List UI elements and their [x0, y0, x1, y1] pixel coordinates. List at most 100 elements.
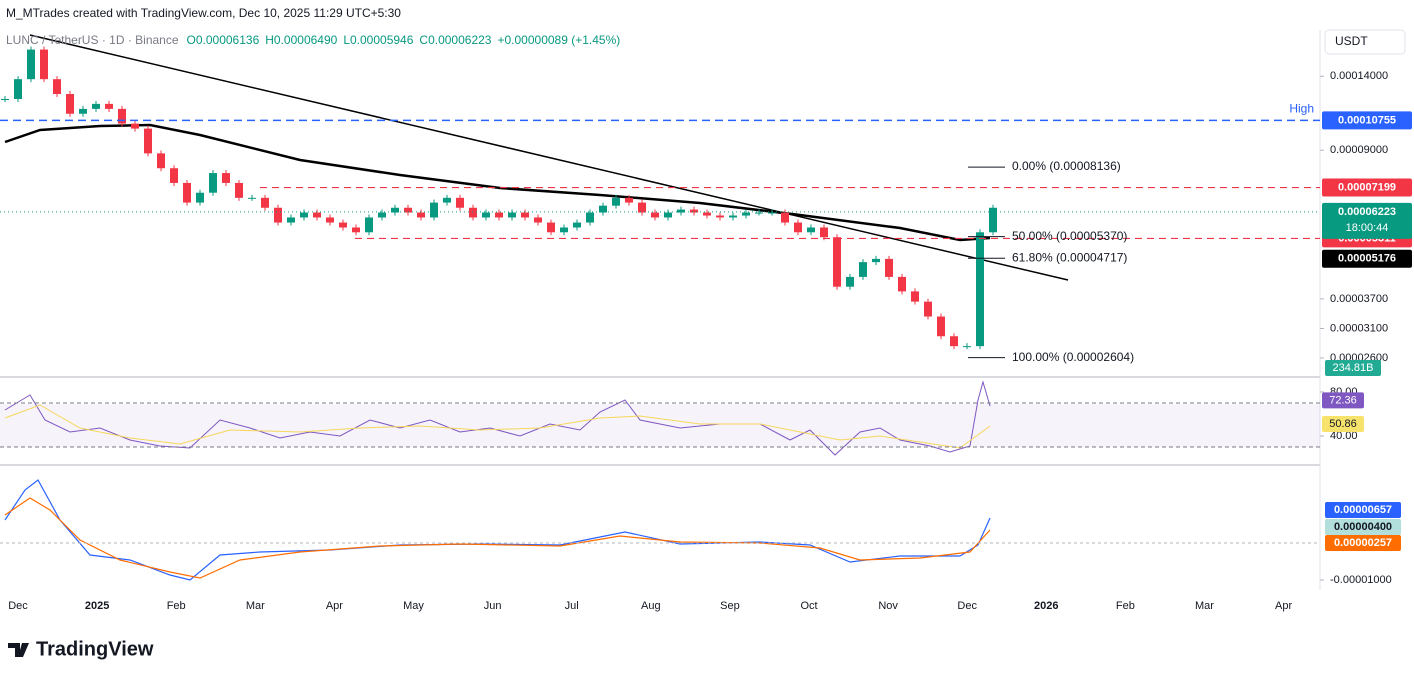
trend-line [29, 34, 1069, 281]
candle [92, 103, 100, 109]
candle [443, 197, 451, 203]
candle [898, 276, 906, 292]
candle [209, 173, 217, 193]
rsi-value-label: 50.86 [1329, 418, 1357, 430]
x-tick-label: Mar [1195, 600, 1214, 612]
candle [118, 108, 126, 124]
rsi-band [0, 404, 1320, 447]
candle [833, 237, 841, 287]
candle [105, 103, 113, 109]
volume-label-box [1325, 360, 1381, 376]
candle [976, 232, 984, 347]
y-tick-label: 0.00003700 [1330, 293, 1388, 305]
legend-value: C0.00006223 [419, 33, 491, 47]
candle [599, 205, 607, 213]
x-tick-label: 2026 [1034, 600, 1058, 612]
candle [508, 212, 516, 218]
candle [846, 276, 854, 287]
candle [820, 227, 828, 238]
candle [157, 153, 165, 169]
y-tick-label: 0.00014000 [1330, 70, 1388, 82]
currency-button-label[interactable]: USDT [1335, 34, 1368, 48]
x-tick-label: 2025 [85, 600, 109, 612]
candle [742, 212, 750, 216]
candle [560, 227, 568, 233]
currency-button[interactable] [1324, 29, 1406, 55]
candle [690, 209, 698, 213]
candle [183, 182, 191, 203]
candle [300, 212, 308, 218]
logo-mark [8, 643, 29, 657]
candle [664, 212, 672, 218]
candle [794, 222, 802, 233]
y-tick-label: 40.00 [1330, 430, 1358, 442]
candle [170, 168, 178, 183]
legend-value: L0.00005946 [343, 33, 413, 47]
macd-value-box [1325, 519, 1401, 535]
x-tick-label: Nov [878, 600, 898, 612]
candle [391, 207, 399, 213]
candle [768, 212, 776, 214]
candle [1, 99, 9, 101]
macd-value-label: 0.00000657 [1334, 504, 1392, 516]
high-price-label-box [1322, 111, 1412, 130]
rsi-signal [4, 404, 991, 449]
candle [924, 301, 932, 317]
candle [859, 262, 867, 277]
logo: TradingView [8, 638, 154, 660]
candle [638, 202, 646, 213]
rsi-value-box [1322, 392, 1364, 409]
candle [586, 212, 594, 223]
candle [963, 346, 971, 348]
candle [885, 258, 893, 277]
logo-text: TradingView [36, 638, 154, 660]
candle [547, 222, 555, 233]
x-tick-label: Mar [246, 600, 265, 612]
candle [625, 197, 633, 203]
x-tick-label: Dec [957, 600, 977, 612]
candle [404, 207, 412, 213]
legend-value: +0.00000089 (+1.45%) [497, 33, 620, 47]
candle [482, 212, 490, 218]
candle [131, 123, 139, 129]
candle [144, 128, 152, 154]
candle [716, 215, 724, 218]
x-tick-label: Apr [326, 600, 343, 612]
candle [196, 192, 204, 203]
y-tick-label: 0.00009000 [1330, 144, 1388, 156]
fib-label: 100.00% (0.00002604) [1012, 350, 1134, 364]
volume-label: 234.81B [1333, 362, 1374, 374]
candle [729, 215, 737, 218]
candle [222, 173, 230, 183]
candle [755, 212, 763, 214]
candle [937, 316, 945, 337]
candle [989, 207, 997, 233]
ma-price-label-box [1322, 249, 1412, 268]
candle [365, 217, 373, 233]
candle [911, 291, 919, 302]
candle [417, 212, 425, 218]
x-tick-label: May [403, 600, 424, 612]
candle [287, 217, 295, 223]
candle [14, 79, 22, 100]
candle [651, 212, 659, 218]
candle [313, 212, 321, 218]
candle [495, 212, 503, 218]
last-price-label-box [1322, 202, 1412, 239]
high-price-label: 0.00010755 [1338, 114, 1396, 126]
y-tick-label: -0.00001000 [1330, 574, 1392, 586]
candle [781, 212, 789, 223]
candle [339, 222, 347, 228]
macd-value-box [1325, 502, 1401, 518]
x-tick-label: Jun [484, 600, 502, 612]
ma-price-label: 0.00005176 [1338, 253, 1396, 265]
candle [40, 49, 48, 80]
macd-value-label: 0.00000400 [1334, 521, 1392, 533]
moving-average [4, 123, 991, 242]
candle [248, 197, 256, 199]
candle [235, 182, 243, 198]
candle [352, 227, 360, 233]
candle [521, 212, 529, 218]
candle [469, 207, 477, 218]
